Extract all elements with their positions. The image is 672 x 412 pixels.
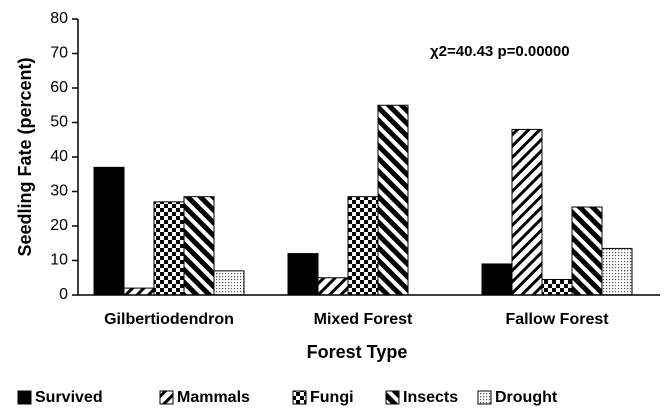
y-tick-label: 0 <box>59 286 68 303</box>
legend-label: Drought <box>495 389 558 406</box>
x-tick-label: Fallow Forest <box>505 311 609 328</box>
bar <box>213 270 245 296</box>
y-tick-label: 60 <box>50 79 68 96</box>
bar <box>511 128 543 296</box>
y-tick-label: 50 <box>50 114 68 131</box>
bar <box>153 201 185 296</box>
bar <box>571 206 603 296</box>
legend-swatch <box>17 390 32 405</box>
legend-label: Survived <box>35 389 103 406</box>
legend-label: Fungi <box>310 389 354 406</box>
y-tick-label: 70 <box>50 45 68 62</box>
bar <box>601 247 633 296</box>
annotation: χ2=40.43 p=0.00000 <box>430 43 570 60</box>
legend-label: Mammals <box>177 389 250 406</box>
bar <box>183 196 215 296</box>
bar <box>377 104 409 296</box>
x-axis-title: Forest Type <box>307 342 408 362</box>
bar <box>317 277 349 296</box>
y-tick-label: 40 <box>50 148 68 165</box>
bar <box>287 253 319 296</box>
bar <box>481 263 513 296</box>
bar <box>347 196 379 296</box>
legend-label: Insects <box>403 389 458 406</box>
y-axis-title: Seedling Fate (percent) <box>15 57 35 256</box>
legend-swatch <box>292 390 307 405</box>
y-tick-label: 80 <box>50 10 68 27</box>
bar <box>541 278 573 296</box>
legend-swatch <box>159 390 174 405</box>
y-tick-label: 30 <box>50 183 68 200</box>
y-tick-label: 10 <box>50 252 68 269</box>
bar <box>93 166 125 296</box>
y-tick-label: 20 <box>50 217 68 234</box>
legend-swatch <box>385 390 400 405</box>
x-tick-label: Mixed Forest <box>314 311 413 328</box>
bar <box>123 287 155 296</box>
x-tick-label: Gilbertiodendron <box>104 311 234 328</box>
legend-swatch <box>477 390 492 405</box>
